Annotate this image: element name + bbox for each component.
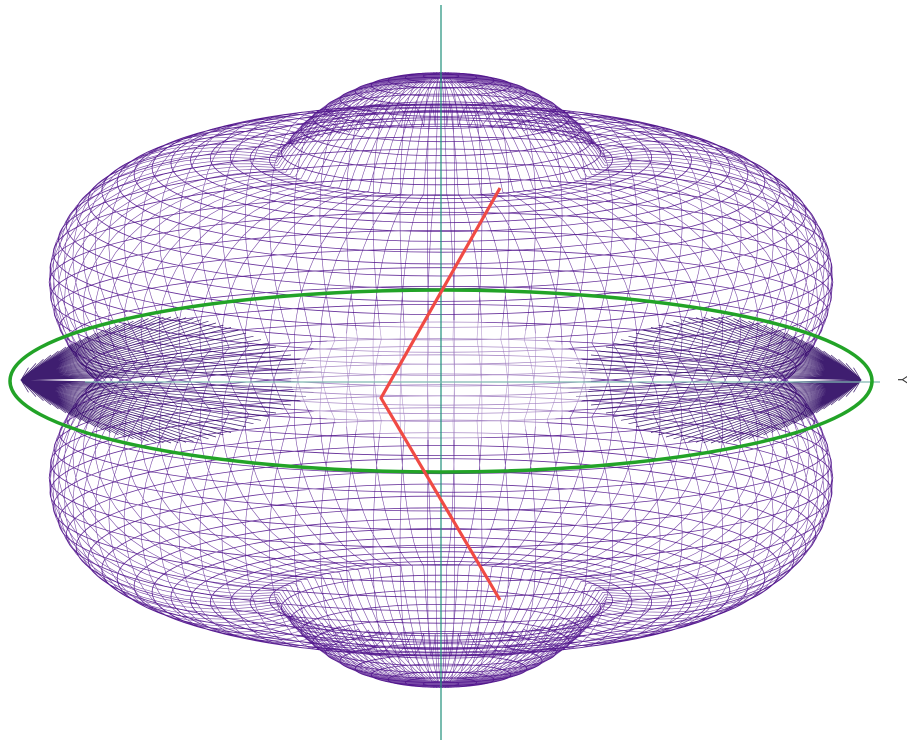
vector-path-line (379, 187, 502, 601)
axis-label-y: Y (895, 375, 909, 384)
mesh-equator-fans (19, 316, 863, 444)
